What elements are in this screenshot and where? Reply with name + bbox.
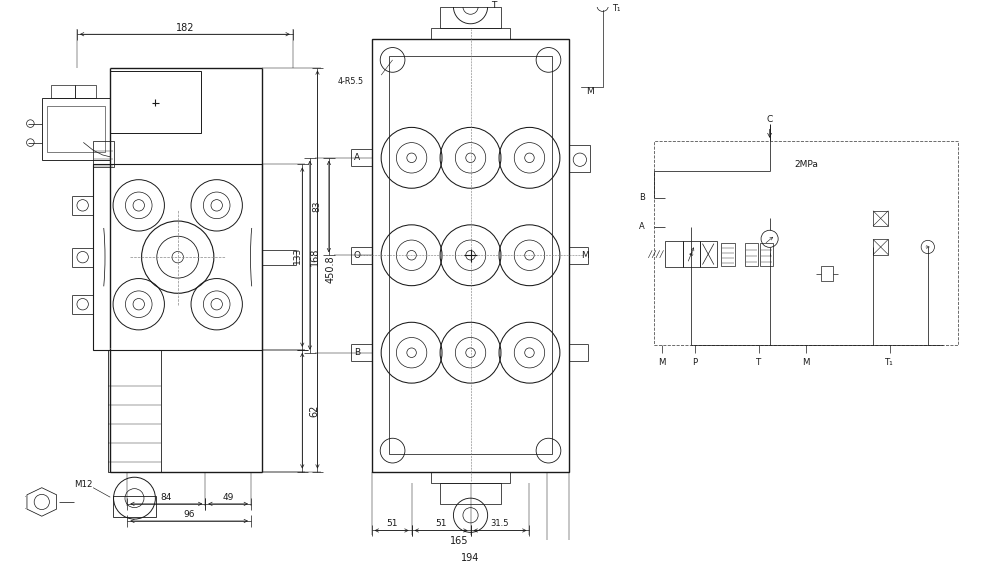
Bar bbox=[683, 241, 700, 268]
Bar bbox=[113, 496, 156, 517]
Bar bbox=[873, 240, 888, 255]
Text: T₁: T₁ bbox=[885, 358, 894, 367]
Bar bbox=[440, 483, 501, 504]
Bar bbox=[431, 472, 510, 483]
Text: C: C bbox=[766, 116, 773, 125]
Text: 62: 62 bbox=[310, 404, 320, 417]
Text: 31.5: 31.5 bbox=[491, 519, 509, 528]
Text: B: B bbox=[639, 194, 645, 203]
Bar bbox=[721, 243, 735, 265]
Text: M: M bbox=[581, 251, 589, 260]
Bar bbox=[665, 241, 683, 268]
Text: A: A bbox=[639, 222, 645, 231]
Text: 2MPa: 2MPa bbox=[794, 160, 818, 169]
Text: 133: 133 bbox=[293, 247, 302, 264]
Text: 450.8: 450.8 bbox=[325, 256, 335, 283]
Bar bbox=[75, 85, 96, 98]
Bar bbox=[569, 145, 590, 172]
Text: O: O bbox=[353, 251, 360, 260]
Bar bbox=[110, 71, 201, 133]
Text: A: A bbox=[354, 153, 360, 162]
Bar bbox=[654, 141, 958, 345]
Bar bbox=[108, 350, 161, 472]
Bar bbox=[745, 243, 758, 265]
Text: T₁: T₁ bbox=[612, 4, 621, 13]
Text: P: P bbox=[692, 358, 697, 367]
Text: T: T bbox=[491, 1, 497, 10]
Bar bbox=[47, 105, 105, 152]
Text: 51: 51 bbox=[386, 519, 397, 528]
Bar bbox=[760, 243, 773, 265]
Bar bbox=[93, 164, 262, 350]
Text: 96: 96 bbox=[183, 510, 195, 519]
Bar bbox=[389, 56, 552, 454]
Text: 182: 182 bbox=[176, 22, 194, 33]
Text: M: M bbox=[658, 358, 665, 367]
Bar bbox=[700, 241, 717, 268]
Text: 83: 83 bbox=[312, 201, 321, 212]
Bar bbox=[42, 98, 110, 160]
Bar bbox=[93, 141, 114, 167]
Bar bbox=[51, 85, 75, 98]
Text: M: M bbox=[587, 87, 594, 96]
Text: 51: 51 bbox=[435, 519, 447, 528]
Text: T: T bbox=[756, 358, 761, 367]
Bar bbox=[372, 39, 569, 472]
Text: 168: 168 bbox=[310, 248, 320, 266]
Text: 194: 194 bbox=[461, 553, 480, 561]
Text: 165: 165 bbox=[450, 536, 468, 546]
Text: Μ: Μ bbox=[802, 358, 810, 367]
Text: 4-R5.5: 4-R5.5 bbox=[338, 77, 364, 86]
Text: 49: 49 bbox=[222, 493, 234, 502]
Text: B: B bbox=[354, 348, 360, 357]
Bar bbox=[821, 266, 833, 281]
Bar bbox=[431, 27, 510, 39]
Bar bbox=[873, 211, 888, 226]
Text: 84: 84 bbox=[161, 493, 172, 502]
Bar bbox=[440, 7, 501, 27]
Text: M12: M12 bbox=[74, 480, 93, 489]
